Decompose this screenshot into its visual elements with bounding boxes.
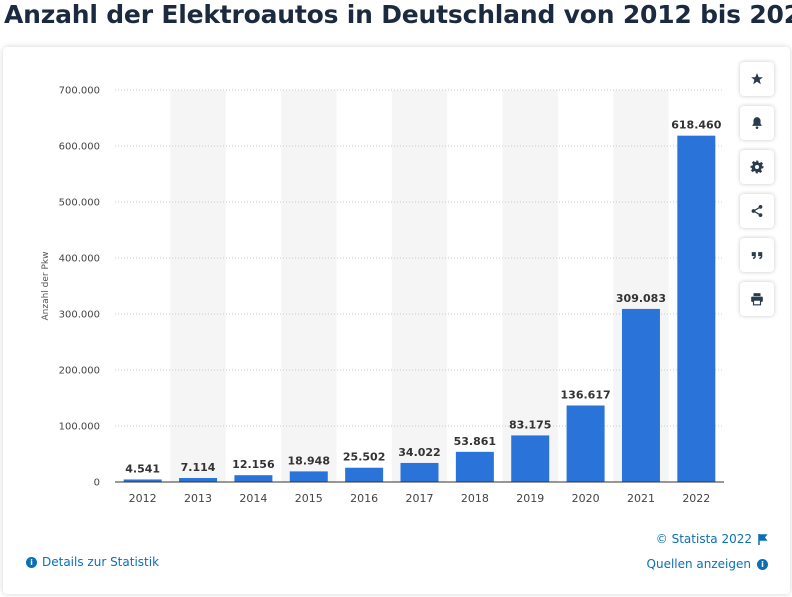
- info-icon: i: [757, 558, 768, 570]
- y-tick-label: 400.000: [59, 254, 100, 265]
- column-stripe: [281, 90, 337, 482]
- y-tick-label: 100.000: [59, 422, 100, 433]
- x-tick-label: 2012: [129, 492, 157, 505]
- star-icon: [751, 73, 763, 85]
- bar: [400, 462, 439, 482]
- sources-link[interactable]: Quellen anzeigen i: [647, 557, 768, 571]
- bar-value-label: 7.114: [181, 461, 216, 474]
- details-link-label: Details zur Statistik: [42, 555, 160, 569]
- notification-button[interactable]: [740, 106, 774, 140]
- bar-value-label: 309.083: [616, 292, 666, 305]
- y-axis-label: Anzahl der Pkw: [41, 252, 51, 321]
- x-tick-label: 2022: [682, 492, 710, 505]
- bar-value-label: 136.617: [561, 388, 611, 401]
- x-tick-label: 2017: [406, 492, 434, 505]
- x-tick-label: 2016: [350, 492, 378, 505]
- flag-icon: [758, 533, 768, 545]
- column-stripe: [170, 90, 226, 482]
- print-button[interactable]: [740, 282, 774, 316]
- copyright-notice[interactable]: © Statista 2022: [656, 532, 768, 546]
- bell-icon: [752, 117, 762, 129]
- quote-icon: [751, 252, 763, 260]
- bar: [677, 135, 716, 482]
- share-button[interactable]: [740, 194, 774, 228]
- info-icon: i: [26, 556, 37, 568]
- favorite-button[interactable]: [740, 62, 774, 96]
- details-link[interactable]: i Details zur Statistik: [26, 555, 159, 569]
- y-tick-label: 500.000: [59, 198, 100, 209]
- column-stripe: [391, 90, 448, 482]
- bar: [345, 467, 384, 482]
- y-tick-label: 300.000: [59, 310, 100, 321]
- copyright-text: © Statista 2022: [655, 532, 752, 546]
- bar-value-label: 25.502: [343, 451, 385, 464]
- bar: [566, 405, 605, 482]
- gear-icon: [750, 160, 764, 174]
- y-tick-label: 0: [94, 478, 100, 489]
- x-tick-label: 2014: [239, 492, 267, 505]
- bar-value-label: 34.022: [398, 446, 440, 459]
- sources-link-label: Quellen anzeigen: [646, 557, 751, 571]
- y-tick-label: 200.000: [59, 366, 100, 377]
- bar: [621, 308, 660, 482]
- bar: [455, 451, 494, 482]
- settings-button[interactable]: [740, 150, 774, 184]
- bar: [511, 435, 550, 482]
- y-tick-label: 600.000: [59, 142, 100, 153]
- bar-value-label: 83.175: [509, 418, 551, 431]
- y-tick-label: 700.000: [59, 86, 100, 97]
- bar-value-label: 18.948: [288, 454, 330, 467]
- x-tick-label: 2013: [184, 492, 212, 505]
- share-icon: [751, 205, 763, 217]
- bar-value-label: 53.861: [454, 435, 496, 448]
- bar-value-label: 4.541: [125, 462, 160, 475]
- bar: [179, 478, 218, 482]
- x-tick-label: 2018: [461, 492, 489, 505]
- x-tick-label: 2019: [516, 492, 544, 505]
- bar: [289, 471, 328, 482]
- page-title: Anzahl der Elektroautos in Deutschland v…: [4, 0, 792, 29]
- x-tick-label: 2020: [572, 492, 600, 505]
- column-stripe: [502, 90, 558, 482]
- printer-icon: [751, 293, 763, 306]
- bar-value-label: 618.460: [671, 119, 721, 132]
- bar-value-label: 12.156: [232, 458, 275, 471]
- x-tick-label: 2015: [295, 492, 323, 505]
- x-tick-label: 2021: [627, 492, 655, 505]
- bar: [123, 479, 162, 482]
- cite-button[interactable]: [740, 238, 774, 272]
- bar: [234, 475, 273, 482]
